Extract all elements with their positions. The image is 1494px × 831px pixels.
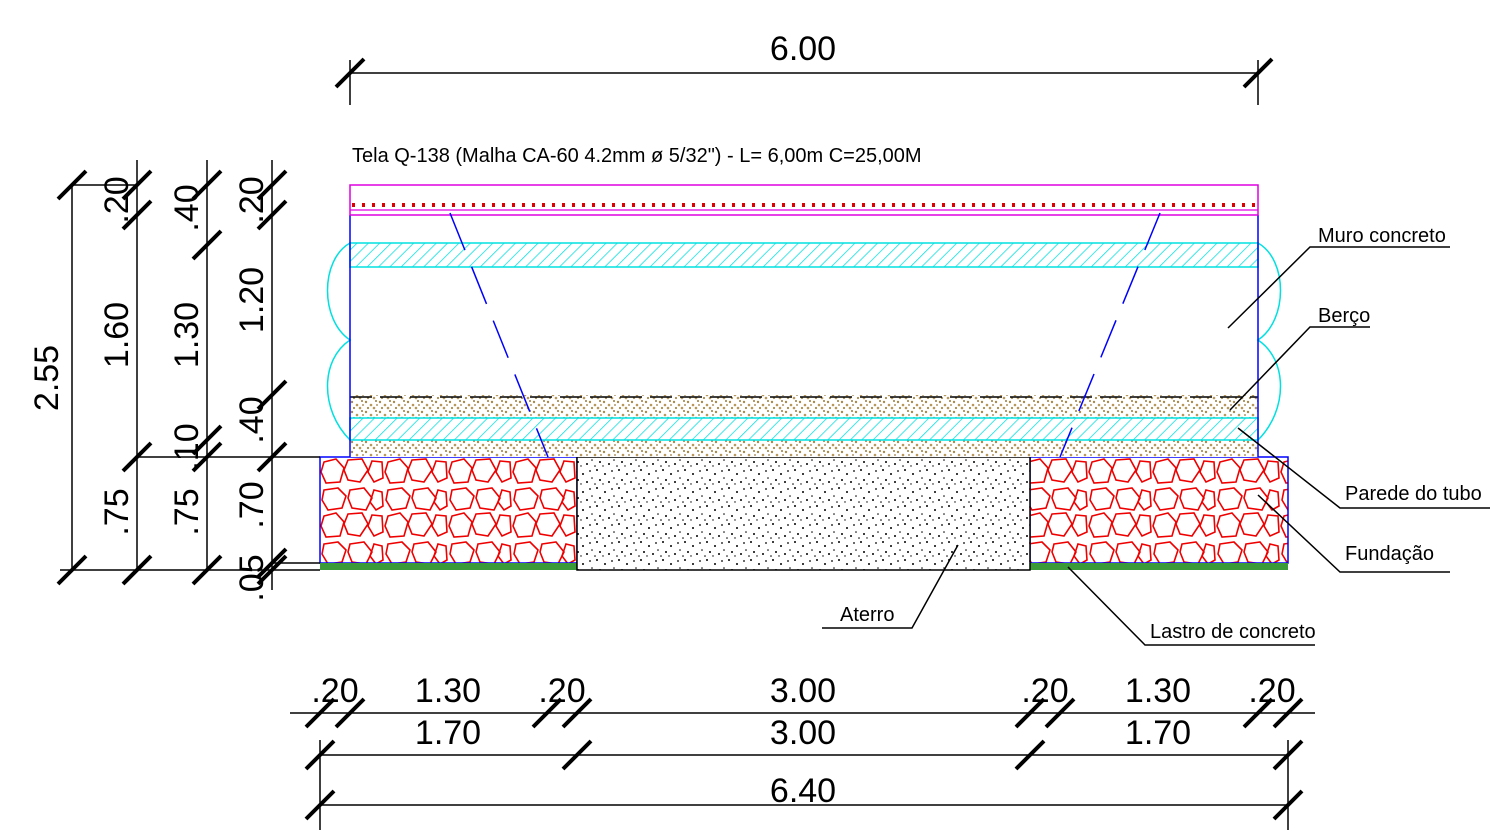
tick [256,547,288,579]
vertical-dimension: .70 [233,481,271,528]
leaders [822,246,1490,646]
tick [1272,739,1304,771]
concrete-base-left [320,563,577,570]
tick [1014,697,1046,729]
horizontal-dimensions: .20 1.30 .20 3.00 .20 1.30 .20 1.70 3.00 1.70 6.40 [311,672,1295,810]
tick [191,229,223,261]
tick [1242,697,1274,729]
horizontal-dimension: 1.30 [415,672,481,710]
tick [121,441,153,473]
tick [334,697,366,729]
horizontal-dimension: .20 [1248,672,1295,710]
note: Tela Q-138 (Malha CA-60 4.2mm ø 5/32") -… [352,145,922,167]
dimension-lines [60,60,1315,830]
vertical-dimension: .20 [233,176,271,223]
tick [121,169,153,201]
vertical-dimensions: 2.55.201.60.75.401.30.10.75.201.20.40.70… [28,176,271,601]
tick [531,697,563,729]
backfill [576,456,1031,571]
horizontal-dimension: 1.70 [415,714,481,752]
horizontal-dimension: 3.00 [770,672,836,710]
tick [304,697,336,729]
label: Parede do tubo [1345,483,1482,505]
tick [56,554,88,586]
vertical-dimension: 1.60 [98,302,136,368]
tick [256,379,288,411]
slope-left [449,212,549,458]
tick [191,169,223,201]
pipe-wall-top [349,242,1259,268]
horizontal-dimension: 1.70 [1125,714,1191,752]
horizontal-dimension: 6.40 [770,772,836,810]
vertical-dimension: .20 [98,176,136,223]
tick [191,554,223,586]
foundation-right [1029,456,1289,564]
tick [121,199,153,231]
tick [1272,697,1304,729]
vertical-dimension: 2.55 [28,345,66,411]
dimension-ticks [56,57,1304,821]
tick [304,739,336,771]
label: Fundação [1345,543,1434,565]
horizontal-dimension: .20 [538,672,585,710]
horizontal-dimension: 3.00 [770,714,836,752]
horizontal-dimension: .20 [1021,672,1068,710]
tick [1014,739,1046,771]
tick [561,739,593,771]
label: Muro concreto [1318,225,1446,247]
pipe-wall-bottom [349,417,1259,441]
tick [256,169,288,201]
vertical-dimension: 1.30 [168,302,206,368]
label: Berço [1318,305,1370,327]
tick [334,57,366,89]
tick [1272,789,1304,821]
horizontal-dimension: 1.30 [1125,672,1191,710]
vertical-dimension: 1.20 [233,267,271,333]
horizontal-dimension: .20 [311,672,358,710]
label: Lastro de concreto [1150,621,1316,643]
tick [121,554,153,586]
tick [256,554,288,586]
tick [256,441,288,473]
slope-right [1059,212,1161,458]
top-dimension: 6.00 [770,30,836,68]
tick [1242,57,1274,89]
tick [56,169,88,201]
foundation-left [319,456,578,564]
slab [349,184,1259,216]
tick [1044,697,1076,729]
vertical-dimension: .75 [168,488,206,535]
label: Aterro [840,604,894,626]
tick [561,697,593,729]
concrete-base-right [1030,563,1288,570]
vertical-dimension: .75 [98,488,136,535]
tick [256,199,288,231]
tick [304,789,336,821]
tick [191,424,223,456]
tick [191,441,223,473]
